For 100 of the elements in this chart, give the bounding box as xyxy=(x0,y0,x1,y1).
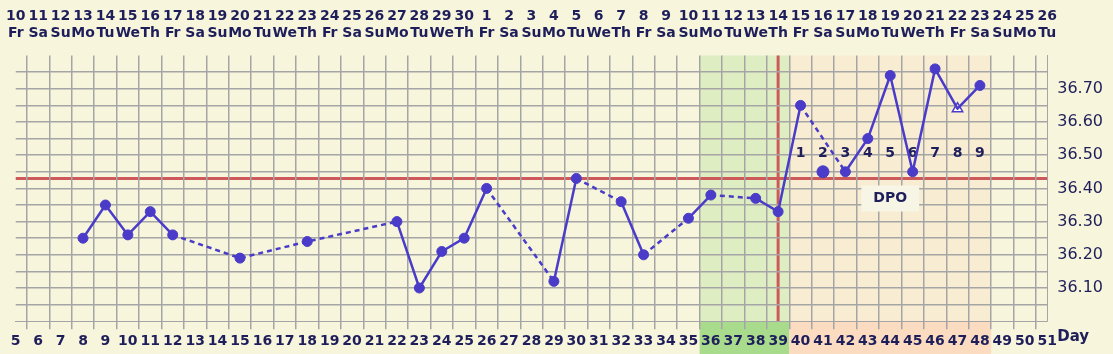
x-tick-label: 29 xyxy=(544,332,564,349)
x2-tick-label: 21 Tu xyxy=(252,7,273,40)
point xyxy=(795,99,807,111)
point xyxy=(548,275,560,287)
x2-tick-label: 10 Su xyxy=(678,7,699,40)
x2-tick-label: 16 Sa xyxy=(813,7,833,40)
x2-tick-label: 10 Fr xyxy=(6,7,26,40)
y-tick-label: 36.70 xyxy=(1057,77,1104,97)
annotation: 4 xyxy=(862,144,873,161)
point xyxy=(167,229,179,241)
x2-tick-label: 18 Mo xyxy=(856,7,880,40)
x2-tick-label: 12 Tu xyxy=(723,7,744,40)
point xyxy=(929,63,941,75)
x-tick-label: 49 xyxy=(992,332,1013,349)
annotation: DPO xyxy=(873,189,908,206)
x-tick-label: 46 xyxy=(925,332,945,349)
annotation: 7 xyxy=(930,144,940,161)
x-tick-label: 15 xyxy=(230,332,250,349)
x2-tick-label: 30 Th xyxy=(454,7,475,40)
x2-tick-label: 3 Su xyxy=(521,7,542,40)
x-tick-label: 13 xyxy=(185,332,205,349)
x2-tick-label: 1 Fr xyxy=(478,7,495,40)
point xyxy=(638,249,650,261)
x2-tick-label: 22 Fr xyxy=(947,7,968,40)
x2-tick-label: 25 Mo xyxy=(1012,7,1037,40)
x2-tick-label: 11 Mo xyxy=(699,7,723,40)
x2-tick-label: 11 Sa xyxy=(28,7,48,40)
point xyxy=(413,282,425,294)
x2-tick-label: 24 Su xyxy=(992,7,1013,40)
point xyxy=(772,206,784,218)
x2-tick-label: 2 Sa xyxy=(499,7,519,40)
point xyxy=(862,133,874,145)
x-tick-label: 9 xyxy=(100,332,111,349)
annotation: 1 xyxy=(795,144,806,161)
x-tick-label: 47 xyxy=(947,332,968,349)
y-tick-label: 36.10 xyxy=(1057,277,1104,297)
x-tick-label: 16 xyxy=(252,332,273,349)
x-tick-label: 44 xyxy=(880,332,901,349)
x-tick-label: 20 xyxy=(342,332,363,349)
x2-tick-label: 15 Fr xyxy=(790,7,811,40)
x2-tick-label: 4 Mo xyxy=(542,7,567,40)
x2-tick-label: 13 We xyxy=(743,7,768,40)
x2-tick-label: 25 Sa xyxy=(342,7,362,40)
x-tick-label: 43 xyxy=(858,332,878,349)
y-tick-label: 36.30 xyxy=(1057,210,1104,230)
x-tick-label: 22 xyxy=(387,332,407,349)
point xyxy=(144,206,156,218)
x-tick-label: 42 xyxy=(835,332,856,349)
x2-tick-label: 16 Th xyxy=(140,7,161,40)
x-tick-label: 32 xyxy=(611,332,631,349)
point xyxy=(122,229,134,241)
x2-tick-label: 17 Fr xyxy=(162,7,183,40)
x-tick-label: 17 xyxy=(275,332,295,349)
x2-tick-label: 14 Th xyxy=(768,7,789,40)
x2-tick-label: 21 Th xyxy=(925,7,945,40)
x-tick-label: 48 xyxy=(970,332,990,349)
point xyxy=(77,232,89,244)
x2-tick-label: 12 Su xyxy=(50,7,71,40)
annotation: 3 xyxy=(840,144,851,161)
x-tick-label: 7 xyxy=(55,332,66,349)
x-tick-label: 50 xyxy=(1015,332,1035,349)
x-tick-label: 28 xyxy=(521,332,542,349)
x-tick-label: 51 xyxy=(1037,332,1057,349)
point xyxy=(391,216,403,228)
x-tick-label: 30 xyxy=(566,332,587,349)
x-tick-label: 36 xyxy=(701,332,721,349)
x-tick-label: 40 xyxy=(790,332,811,349)
point xyxy=(99,199,111,211)
y-tick-label: 36.50 xyxy=(1057,144,1104,164)
x2-tick-label: 14 Tu xyxy=(95,7,116,40)
x-tick-label: 33 xyxy=(633,332,654,349)
x-tick-label: 34 xyxy=(656,332,676,349)
annotation: 8 xyxy=(952,144,963,161)
x2-tick-label: 26 Su xyxy=(364,7,385,40)
point xyxy=(234,252,246,264)
x2-tick-label: 22 We xyxy=(272,7,298,40)
point xyxy=(458,232,470,244)
annotation: 5 xyxy=(885,144,896,161)
point xyxy=(907,166,919,178)
point xyxy=(705,189,717,201)
point xyxy=(615,196,627,208)
x-tick-label: 24 xyxy=(432,332,452,349)
point xyxy=(682,212,694,224)
x-tick-label: 27 xyxy=(499,332,519,349)
x2-tick-label: 19 Su xyxy=(207,7,228,40)
annotation: 9 xyxy=(975,144,985,161)
x2-tick-label: 9 Sa xyxy=(656,7,676,40)
x-tick-label: 39 xyxy=(768,332,788,349)
x-axis-title: Day xyxy=(1057,327,1090,346)
x-tick-label: 8 xyxy=(78,332,88,349)
x-tick-label: 38 xyxy=(745,332,766,349)
x2-tick-label: 18 Sa xyxy=(185,7,205,40)
x-tick-label: 19 xyxy=(319,332,340,349)
x2-tick-label: 8 Fr xyxy=(635,7,652,40)
x2-tick-label: 20 Mo xyxy=(228,7,253,40)
x2-tick-label: 28 Tu xyxy=(409,7,430,40)
x2-tick-label: 17 Su xyxy=(835,7,856,40)
x-tick-label: 10 xyxy=(118,332,138,349)
y-tick-label: 36.60 xyxy=(1057,111,1104,131)
x-tick-label: 41 xyxy=(813,332,833,349)
